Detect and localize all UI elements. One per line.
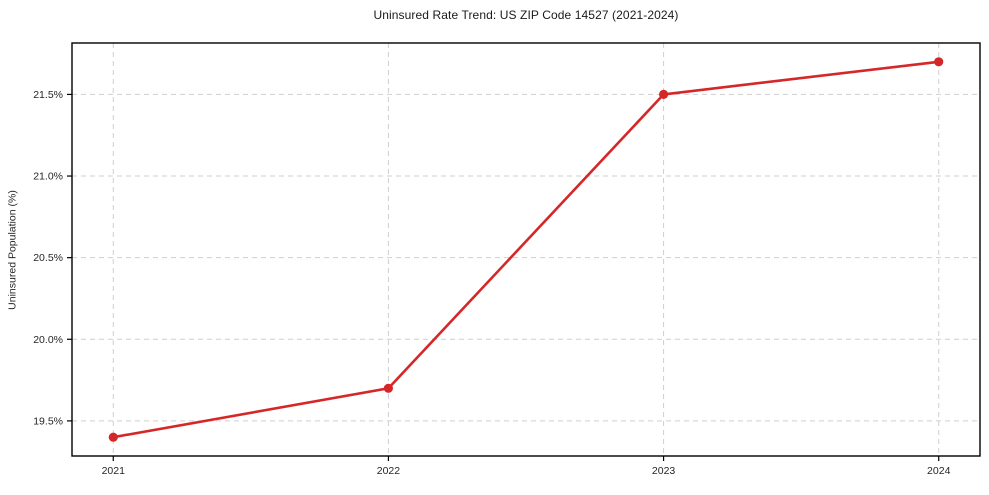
x-tick-label: 2023 [652,465,676,477]
chart-title: Uninsured Rate Trend: US ZIP Code 14527 … [373,8,679,22]
x-tick-label: 2022 [377,465,401,477]
x-tick-label: 2021 [102,465,126,477]
y-tick-label: 20.0% [33,334,63,346]
x-tick-label: 2024 [927,465,951,477]
series-line [112,60,940,439]
y-tick-label: 21.5% [33,89,63,101]
y-axis-label: Uninsured Population (%) [6,190,19,310]
y-tick-label: 19.5% [33,415,63,427]
data-point [108,432,118,442]
data-point [659,89,669,99]
y-tick-label: 20.5% [33,252,63,264]
plot-border [71,42,981,457]
data-point [383,383,393,393]
data-point [934,57,944,67]
y-tick-label: 21.0% [33,171,63,183]
